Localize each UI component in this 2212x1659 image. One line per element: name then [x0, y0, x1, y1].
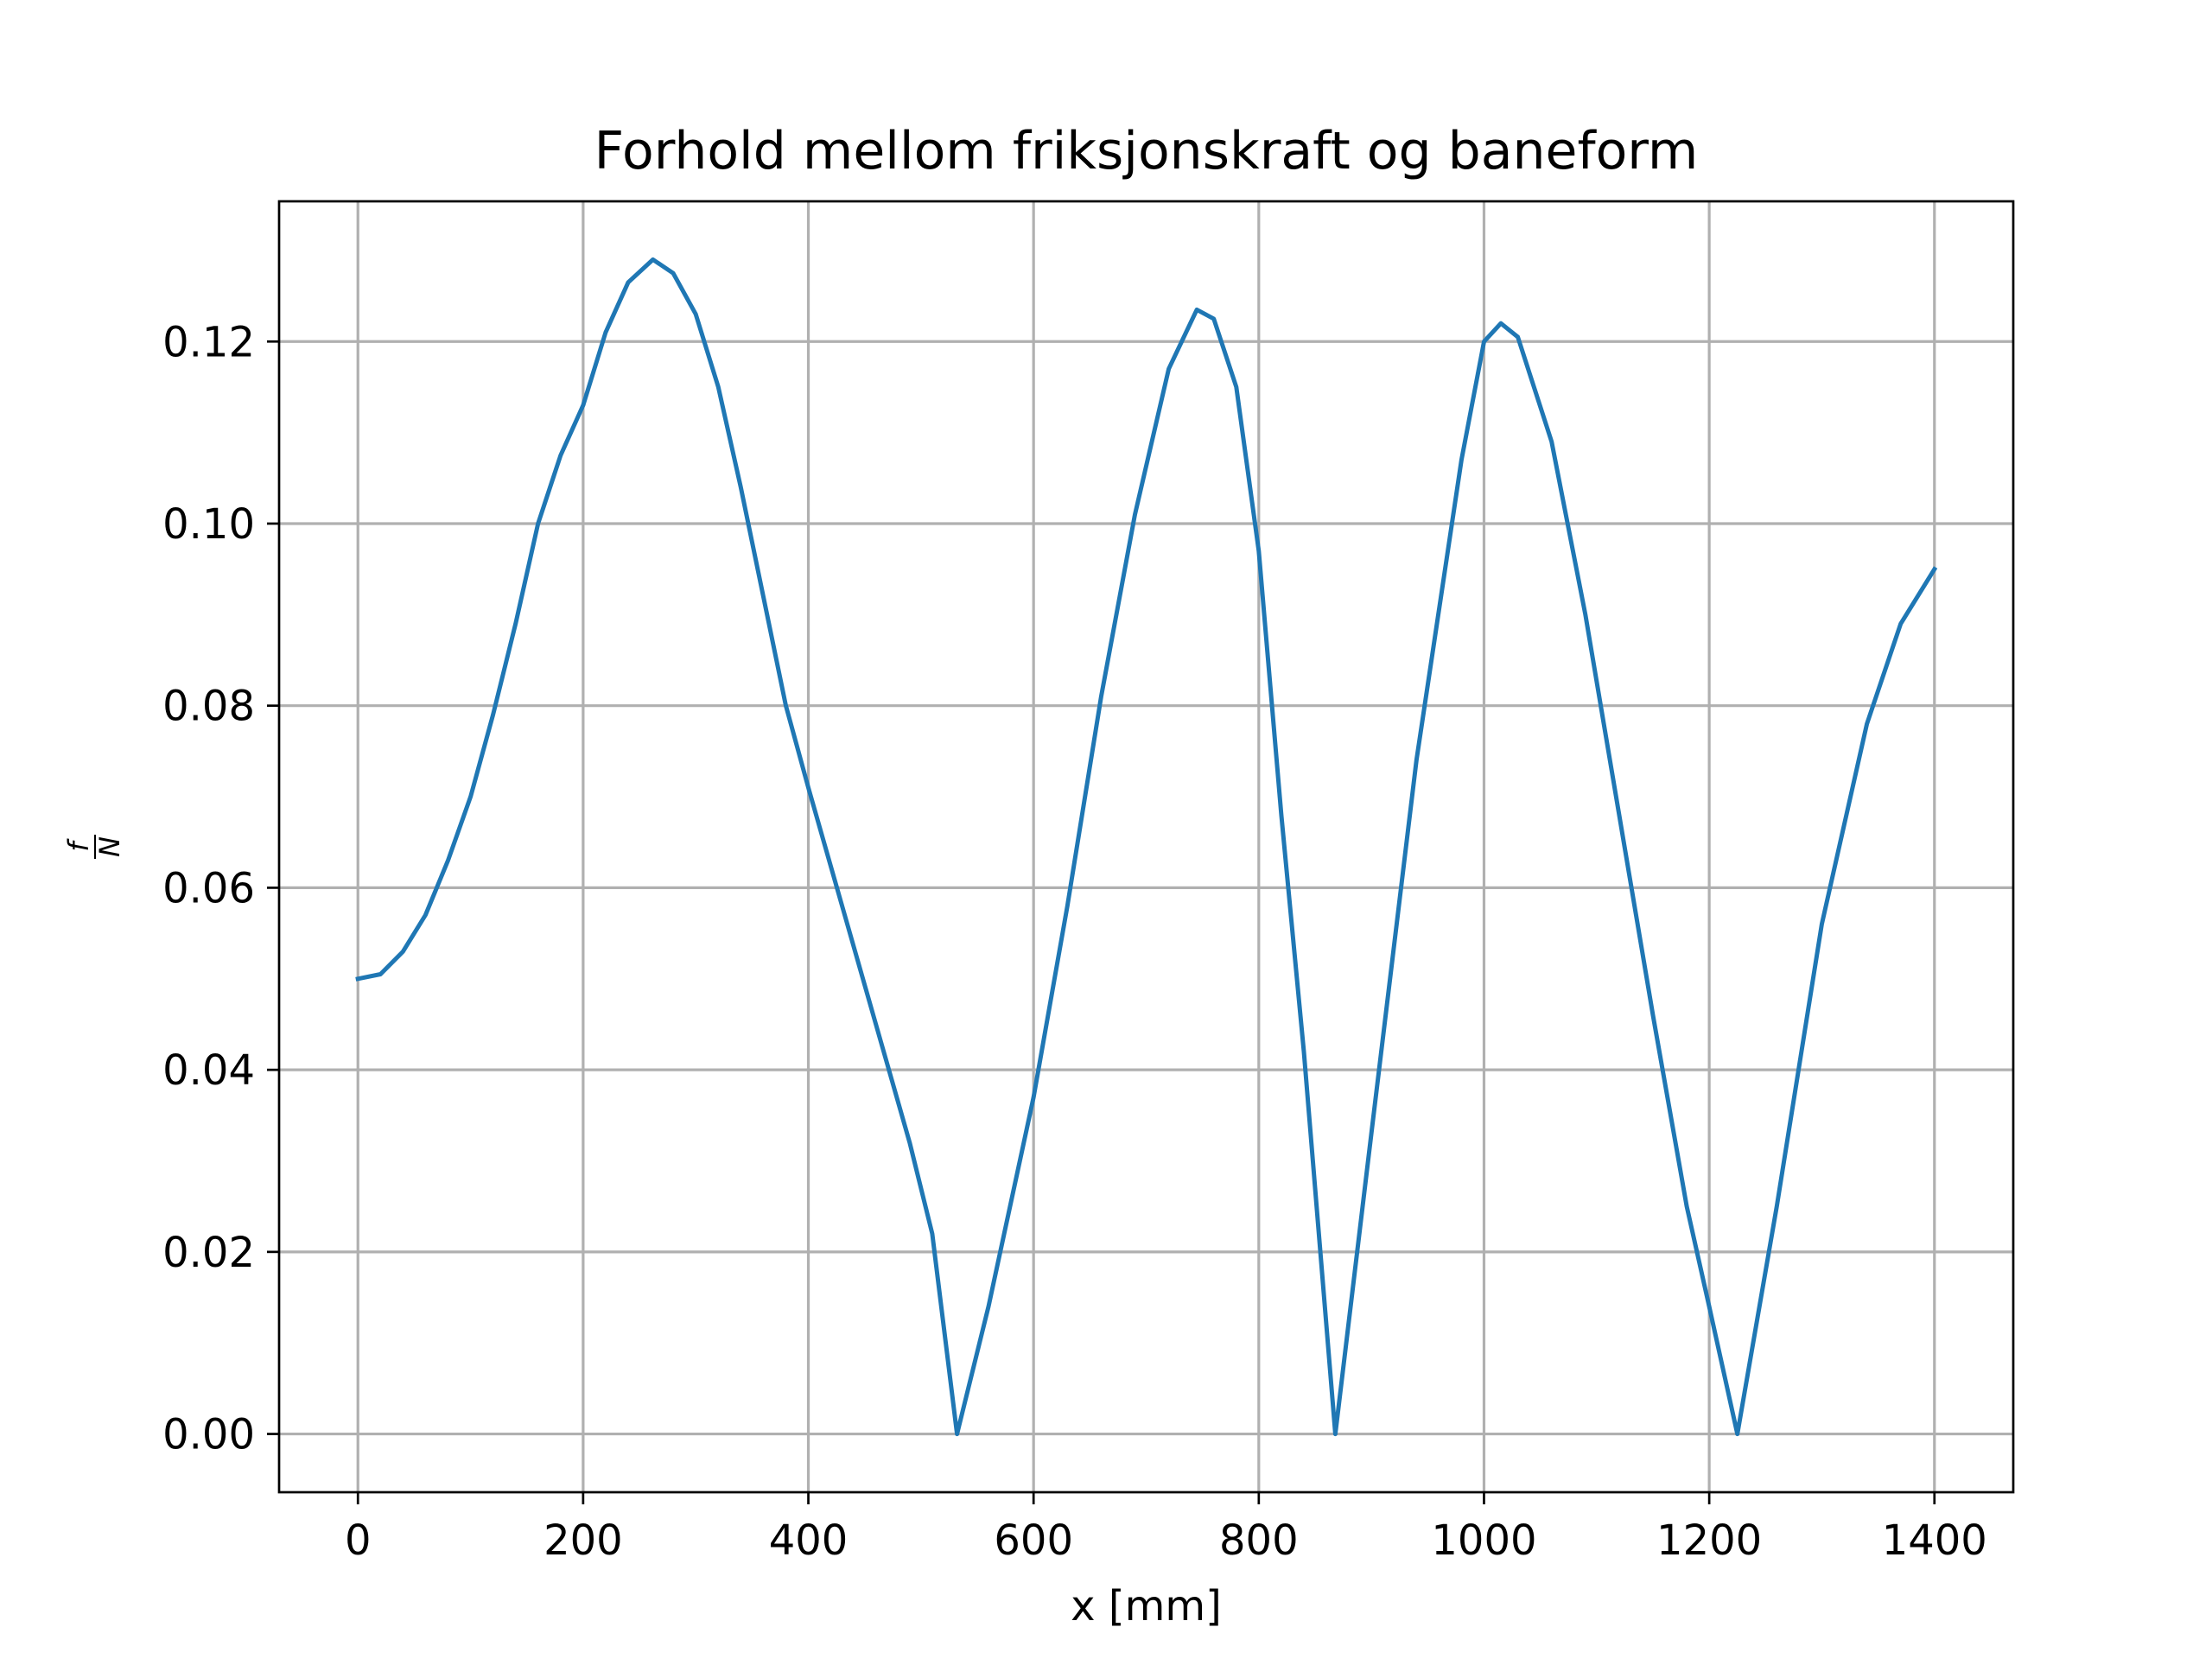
x-tick-label: 0: [345, 1516, 372, 1565]
x-tick-label: 600: [994, 1516, 1073, 1565]
grid: [279, 201, 2013, 1492]
y-tick-label: 0.06: [162, 864, 255, 912]
y-axis-ticks: 0.00 0.02 0.04 0.06 0.08 0.10 0.12: [162, 318, 279, 1459]
plot-frame: [277, 200, 2015, 1494]
y-tick-label: 0.10: [162, 500, 255, 549]
y-axis-label-denominator: N: [93, 836, 126, 857]
y-tick-label: 0.02: [162, 1229, 255, 1277]
y-tick-label: 0.00: [162, 1411, 255, 1459]
y-tick-label: 0.08: [162, 683, 255, 731]
y-tick-label: 0.12: [162, 318, 255, 366]
x-axis-label: x [mm]: [1071, 1582, 1222, 1630]
x-tick-label: 200: [543, 1516, 623, 1565]
x-tick-label: 1400: [1882, 1516, 1987, 1565]
chart-title: Forhold mellom friksjonskraft og banefor…: [594, 121, 1699, 181]
x-tick-label: 800: [1219, 1516, 1299, 1565]
y-tick-label: 0.04: [162, 1046, 255, 1095]
x-axis-ticks: 0 200 400 600 800 1000 1200 1400: [345, 1492, 1987, 1565]
x-tick-label: 400: [769, 1516, 849, 1565]
series-line: [355, 257, 1938, 1437]
plot-series: [355, 257, 1938, 1437]
x-tick-label: 1000: [1431, 1516, 1536, 1565]
x-tick-label: 1200: [1656, 1516, 1762, 1565]
